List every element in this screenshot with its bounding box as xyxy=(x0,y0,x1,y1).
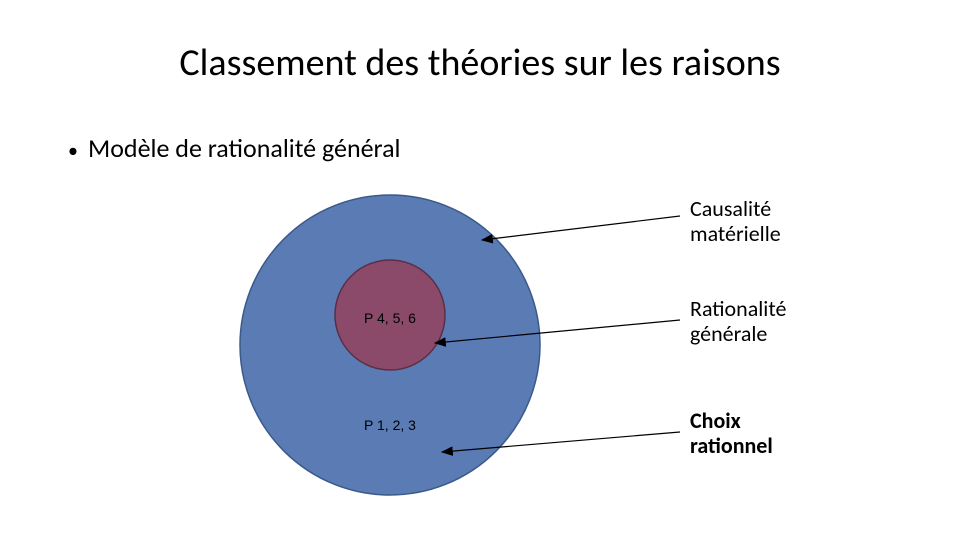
label-rationalite-line1: Rationalité xyxy=(690,295,786,322)
label-rationalite-line2: générale xyxy=(690,320,767,347)
venn-diagram xyxy=(0,0,960,540)
label-choix: Choix rationnel xyxy=(690,408,773,459)
label-causalite: Causalité matérielle xyxy=(690,196,781,247)
label-causalite-line1: Causalité xyxy=(690,195,771,222)
slide: Classement des théories sur les raisons … xyxy=(0,0,960,540)
outer-circle-label: P 1, 2, 3 xyxy=(364,417,416,433)
label-choix-line2: rationnel xyxy=(690,432,773,459)
label-rationalite: Rationalité générale xyxy=(690,296,786,347)
label-choix-line1: Choix xyxy=(690,407,741,434)
inner-circle-label: P 4, 5, 6 xyxy=(364,310,416,326)
label-causalite-line2: matérielle xyxy=(690,220,781,247)
arrow-causalite xyxy=(482,216,680,240)
